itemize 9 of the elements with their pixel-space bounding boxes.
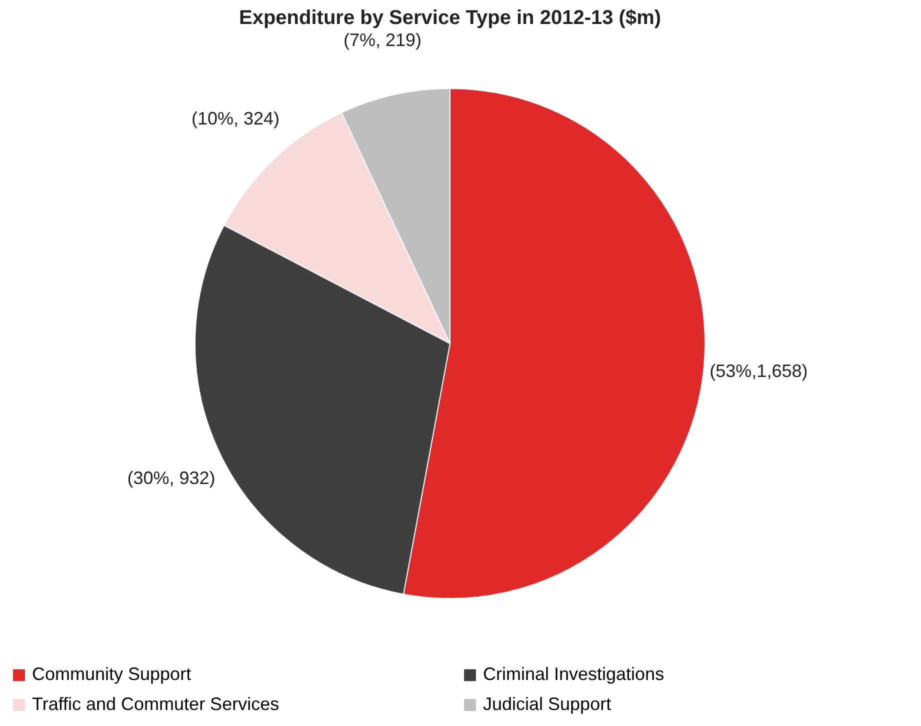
data-label: (10%, 324) bbox=[191, 108, 280, 129]
legend-label: Criminal Investigations bbox=[483, 664, 664, 684]
legend-label: Traffic and Commuter Services bbox=[32, 694, 280, 714]
data-label: (30%, 932) bbox=[127, 468, 216, 488]
data-label: (7%, 219) bbox=[343, 30, 422, 50]
legend-label: Community Support bbox=[32, 664, 192, 684]
legend-label: Judicial Support bbox=[483, 694, 612, 714]
chart-title: Expenditure by Service Type in 2012-13 ($m) bbox=[238, 6, 662, 29]
data-label: (53%,1,658) bbox=[710, 360, 808, 381]
